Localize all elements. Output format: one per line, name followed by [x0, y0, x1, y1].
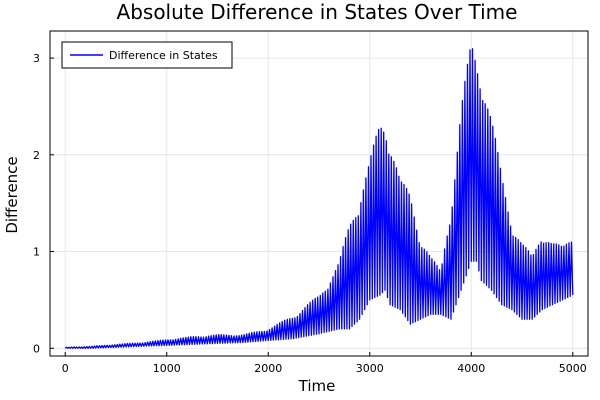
y-tick-label: 3 — [33, 52, 40, 65]
grid-layer — [50, 31, 588, 356]
y-tick-label: 2 — [33, 149, 40, 162]
legend: Difference in States — [61, 41, 233, 69]
x-tick-label: 3000 — [356, 362, 384, 375]
x-tick-label: 5000 — [559, 362, 587, 375]
y-tick-label: 1 — [33, 246, 40, 259]
x-tick-label: 2000 — [254, 362, 282, 375]
series-layer — [64, 48, 574, 349]
legend-box — [61, 41, 233, 69]
y-axis-label: Difference — [3, 156, 21, 233]
plot-frame — [49, 30, 589, 357]
y-tick-label: 0 — [33, 342, 40, 355]
x-tick-label: 4000 — [457, 362, 485, 375]
x-tick-label: 1000 — [153, 362, 181, 375]
ticks-layer: 0 1000 2000 3000 4000 5000 0 1 2 3 — [33, 52, 587, 375]
chart-title: Absolute Difference in States Over Time — [117, 0, 518, 24]
series-line-difference-in-states — [64, 48, 574, 349]
legend-label: Difference in States — [109, 49, 218, 62]
axes-layer — [49, 30, 589, 357]
x-axis-label: Time — [298, 377, 336, 395]
x-tick-label: 0 — [62, 362, 69, 375]
